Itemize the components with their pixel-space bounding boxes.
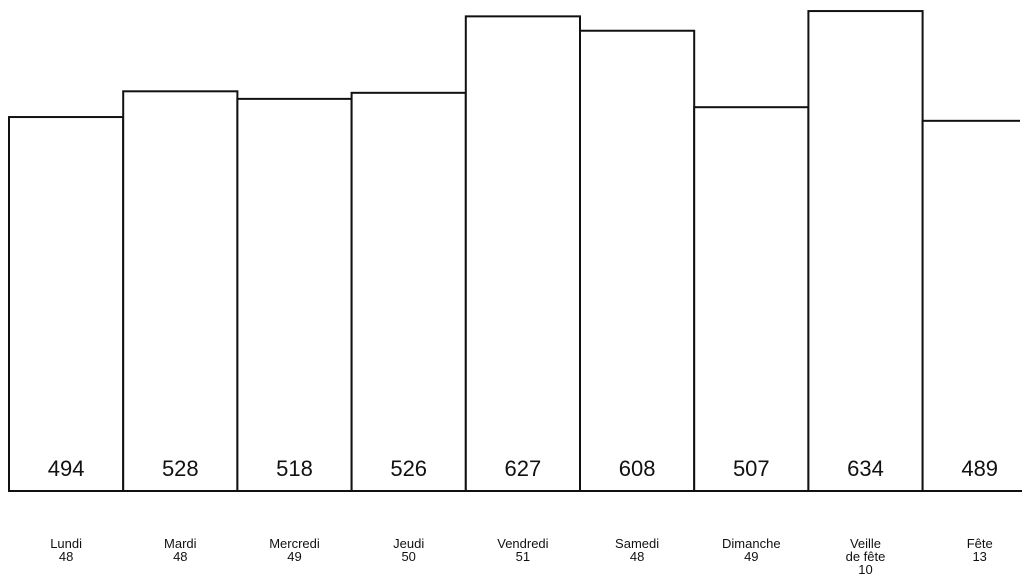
bar-veille [807, 10, 924, 492]
category-label: Fête [967, 536, 993, 551]
category-label: Dimanche [722, 536, 781, 551]
category-label: Samedi [615, 536, 659, 551]
category-label: Vendredi [497, 536, 548, 551]
category-label: 10 [858, 562, 872, 577]
bar-value-label: 634 [847, 456, 884, 481]
bar-mercredi [236, 97, 353, 493]
bar-value-label: 507 [733, 456, 770, 481]
category-label: 50 [401, 549, 415, 564]
bar-samedi [579, 29, 696, 493]
bar-mardi [122, 90, 239, 493]
category-label: 48 [173, 549, 187, 564]
bar-value-label: 627 [505, 456, 542, 481]
bar-value-label: 489 [961, 456, 998, 481]
bar-value-label: 494 [48, 456, 85, 481]
bar-fête [921, 119, 1022, 493]
category-label: Veille [850, 536, 881, 551]
category-label: 48 [59, 549, 73, 564]
category-label: Jeudi [393, 536, 424, 551]
category-label: 49 [287, 549, 301, 564]
category-label: de fête [846, 549, 886, 564]
category-label: Lundi [50, 536, 82, 551]
bar-value-label: 526 [390, 456, 427, 481]
bar-vendredi [464, 15, 581, 493]
bar-value-label: 608 [619, 456, 656, 481]
bar-lundi [8, 116, 125, 493]
category-label: Mardi [164, 536, 197, 551]
category-label: 13 [972, 549, 986, 564]
bar-dimanche [693, 106, 810, 493]
category-label: 49 [744, 549, 758, 564]
bar-value-label: 518 [276, 456, 313, 481]
bar-jeudi [350, 91, 467, 493]
category-label: 48 [630, 549, 644, 564]
category-label: Mercredi [269, 536, 320, 551]
category-label: 51 [516, 549, 530, 564]
edge-cover [1020, 0, 1022, 490]
bar-value-label: 528 [162, 456, 199, 481]
